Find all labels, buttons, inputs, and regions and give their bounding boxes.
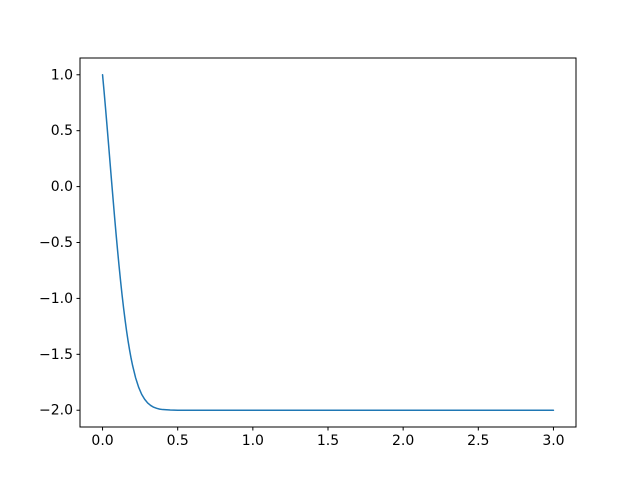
series-line-exponential-decay-to-minus-2 [101,74,555,411]
x-tick-label: 0.5 [167,433,189,449]
y-tick-label: −2.0 [39,403,73,419]
x-tick-label: 1.5 [317,433,339,449]
y-tick-label: 0.5 [51,123,73,139]
y-tick-label: 0.0 [51,179,73,195]
x-tick-label: 0.0 [91,433,113,449]
axes-spines [79,57,577,428]
y-tick-label: −0.5 [39,235,73,251]
y-tick-label: 1.0 [51,67,73,83]
x-tick-label: 2.5 [467,433,489,449]
y-tick-label: −1.5 [39,347,73,363]
x-tick-label: 3.0 [542,433,564,449]
y-tick-label: −1.0 [39,291,73,307]
x-tick-label: 1.0 [242,433,264,449]
x-tick-label: 2.0 [392,433,414,449]
plot-area: 0.0 0.5 1.0 1.5 2.0 2.5 3.0 1.0 0.5 0.0 −0.5 −1.0 −1… [39,57,577,449]
